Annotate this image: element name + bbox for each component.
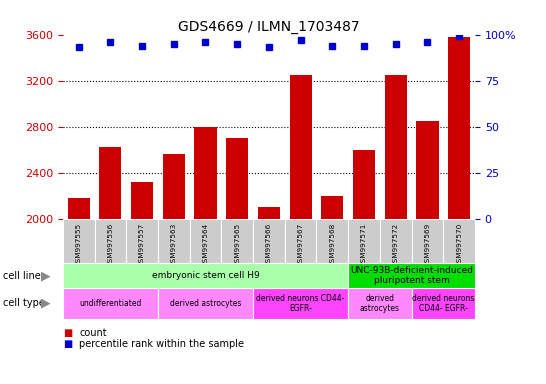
Text: GSM997571: GSM997571 xyxy=(361,222,367,266)
Bar xyxy=(99,147,121,219)
Text: percentile rank within the sample: percentile rank within the sample xyxy=(79,339,244,349)
Bar xyxy=(348,263,475,288)
Bar xyxy=(348,219,380,263)
Bar xyxy=(68,198,90,219)
Text: GSM997556: GSM997556 xyxy=(108,222,114,266)
Text: cell type: cell type xyxy=(3,298,45,308)
Bar xyxy=(285,219,317,263)
Text: GSM997567: GSM997567 xyxy=(298,222,304,266)
Bar xyxy=(221,219,253,263)
Text: ■: ■ xyxy=(63,328,72,338)
Bar xyxy=(163,154,185,219)
Text: derived astrocytes: derived astrocytes xyxy=(170,299,241,308)
Text: GSM997569: GSM997569 xyxy=(424,222,430,266)
Text: undifferentiated: undifferentiated xyxy=(79,299,141,308)
Bar xyxy=(94,219,126,263)
Bar xyxy=(126,219,158,263)
Text: embryonic stem cell H9: embryonic stem cell H9 xyxy=(152,271,259,280)
Text: ▶: ▶ xyxy=(41,297,51,310)
Text: count: count xyxy=(79,328,107,338)
Bar xyxy=(289,75,312,219)
Text: ■: ■ xyxy=(63,339,72,349)
Text: GSM997557: GSM997557 xyxy=(139,222,145,266)
Text: GSM997555: GSM997555 xyxy=(76,222,82,266)
Bar xyxy=(253,219,285,263)
Bar xyxy=(321,196,343,219)
Bar xyxy=(63,219,94,263)
Bar xyxy=(158,219,189,263)
Bar xyxy=(412,288,475,319)
Bar xyxy=(226,138,248,219)
Text: ▶: ▶ xyxy=(41,269,51,282)
Text: UNC-93B-deficient-induced
pluripotent stem: UNC-93B-deficient-induced pluripotent st… xyxy=(350,266,473,285)
Text: GSM997564: GSM997564 xyxy=(203,222,209,266)
Bar xyxy=(258,207,280,219)
Bar xyxy=(353,150,375,219)
Bar xyxy=(194,127,217,219)
Text: derived neurons
CD44- EGFR-: derived neurons CD44- EGFR- xyxy=(412,294,474,313)
Bar xyxy=(380,219,412,263)
Title: GDS4669 / ILMN_1703487: GDS4669 / ILMN_1703487 xyxy=(178,20,360,33)
Text: cell line: cell line xyxy=(3,270,40,281)
Text: GSM997568: GSM997568 xyxy=(329,222,335,266)
Text: GSM997563: GSM997563 xyxy=(171,222,177,266)
Bar xyxy=(63,263,348,288)
Bar xyxy=(417,121,438,219)
Bar xyxy=(131,182,153,219)
Bar xyxy=(63,288,158,319)
Bar xyxy=(448,37,470,219)
Text: GSM997566: GSM997566 xyxy=(266,222,272,266)
Text: GSM997565: GSM997565 xyxy=(234,222,240,266)
Text: GSM997570: GSM997570 xyxy=(456,222,462,266)
Bar xyxy=(443,219,475,263)
Bar xyxy=(317,219,348,263)
Bar xyxy=(189,219,221,263)
Text: derived neurons CD44-
EGFR-: derived neurons CD44- EGFR- xyxy=(257,294,345,313)
Bar xyxy=(348,288,412,319)
Bar xyxy=(412,219,443,263)
Bar xyxy=(384,75,407,219)
Bar xyxy=(158,288,253,319)
Text: derived
astrocytes: derived astrocytes xyxy=(360,294,400,313)
Bar xyxy=(253,288,348,319)
Text: GSM997572: GSM997572 xyxy=(393,222,399,266)
